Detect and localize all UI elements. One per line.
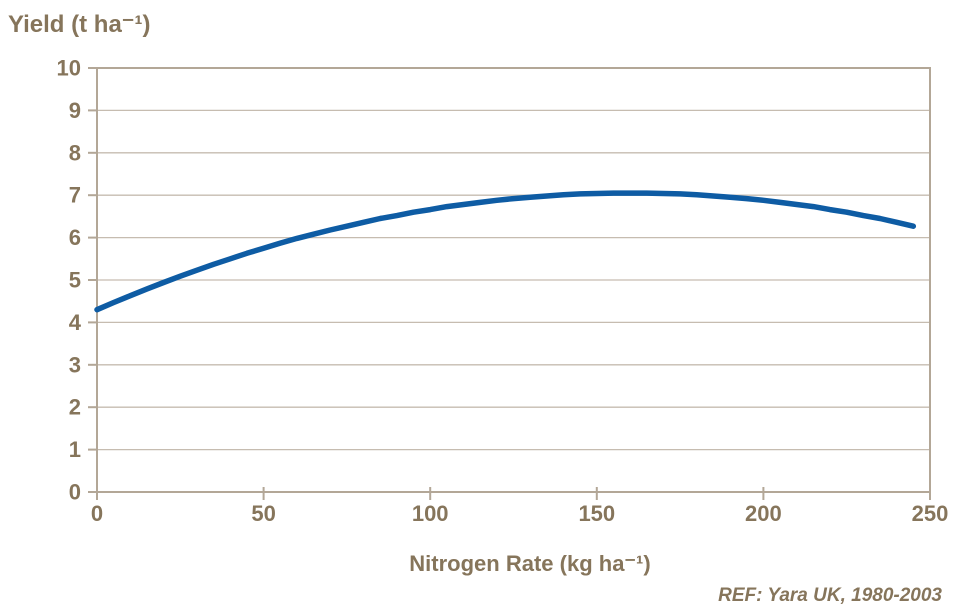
y-tick-label-2: 2 (69, 395, 81, 420)
x-tick-label-150: 150 (578, 501, 615, 526)
y-tick-label-0: 0 (69, 480, 81, 505)
y-tick-label-10: 10 (57, 56, 81, 81)
y-tick-label-8: 8 (69, 140, 81, 165)
x-tick-label-50: 50 (251, 501, 275, 526)
x-tick-label-100: 100 (412, 501, 449, 526)
y-tick-label-5: 5 (69, 268, 81, 293)
x-tick-label-0: 0 (91, 501, 103, 526)
y-tick-label-3: 3 (69, 352, 81, 377)
y-tick-label-1: 1 (69, 437, 81, 462)
x-axis-title: Nitrogen Rate (kg ha⁻¹) (409, 551, 651, 576)
y-tick-label-9: 9 (69, 98, 81, 123)
x-tick-label-200: 200 (745, 501, 782, 526)
reference-note: REF: Yara UK, 1980-2003 (718, 585, 942, 606)
x-tick-label-250: 250 (912, 501, 949, 526)
yield-curve (94, 190, 917, 313)
y-tick-label-4: 4 (69, 310, 82, 335)
y-tick-label-6: 6 (69, 225, 81, 250)
y-axis-title: Yield (t ha⁻¹) (8, 11, 151, 38)
y-tick-label-7: 7 (69, 183, 81, 208)
